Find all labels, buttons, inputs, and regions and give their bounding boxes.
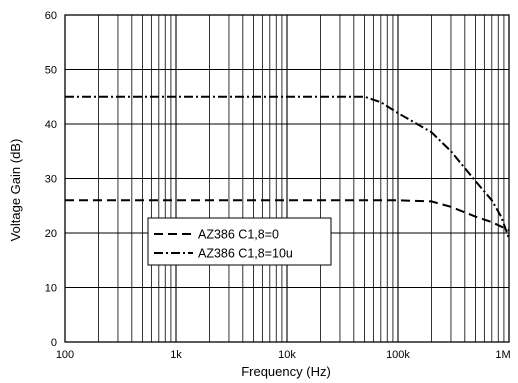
y-tick-label: 50 [45, 65, 57, 77]
x-tick-label: 100k [386, 349, 410, 361]
x-tick-label: 1k [170, 349, 182, 361]
tick-labels: 0 10 20 30 40 50 60 100 1k 10k 100k 1M [45, 10, 511, 361]
series-line-0 [65, 199, 510, 232]
y-tick-label: 40 [45, 119, 57, 131]
y-tick-label: 0 [51, 337, 57, 349]
y-tick-label: 30 [45, 174, 57, 186]
y-tick-label: 10 [45, 283, 57, 295]
x-axis-title: Frequency (Hz) [241, 364, 331, 379]
legend-label-c18-0: AZ386 C1,8=0 [198, 228, 279, 242]
legend-label-c18-10u: AZ386 C1,8=10u [198, 247, 293, 261]
legend-box [147, 217, 332, 266]
series-group [65, 95, 510, 239]
y-tick-label: 60 [45, 10, 57, 22]
x-tick-label: 1M [495, 349, 510, 361]
grid [65, 15, 509, 342]
y-tick-label: 20 [45, 228, 57, 240]
y-axis-title: Voltage Gain (dB) [8, 139, 23, 242]
x-tick-label: 100 [56, 349, 74, 361]
x-tick-label: 10k [278, 349, 296, 361]
legend: AZ386 C1,8=0 AZ386 C1,8=10u [147, 217, 332, 266]
plot-area [64, 14, 510, 343]
